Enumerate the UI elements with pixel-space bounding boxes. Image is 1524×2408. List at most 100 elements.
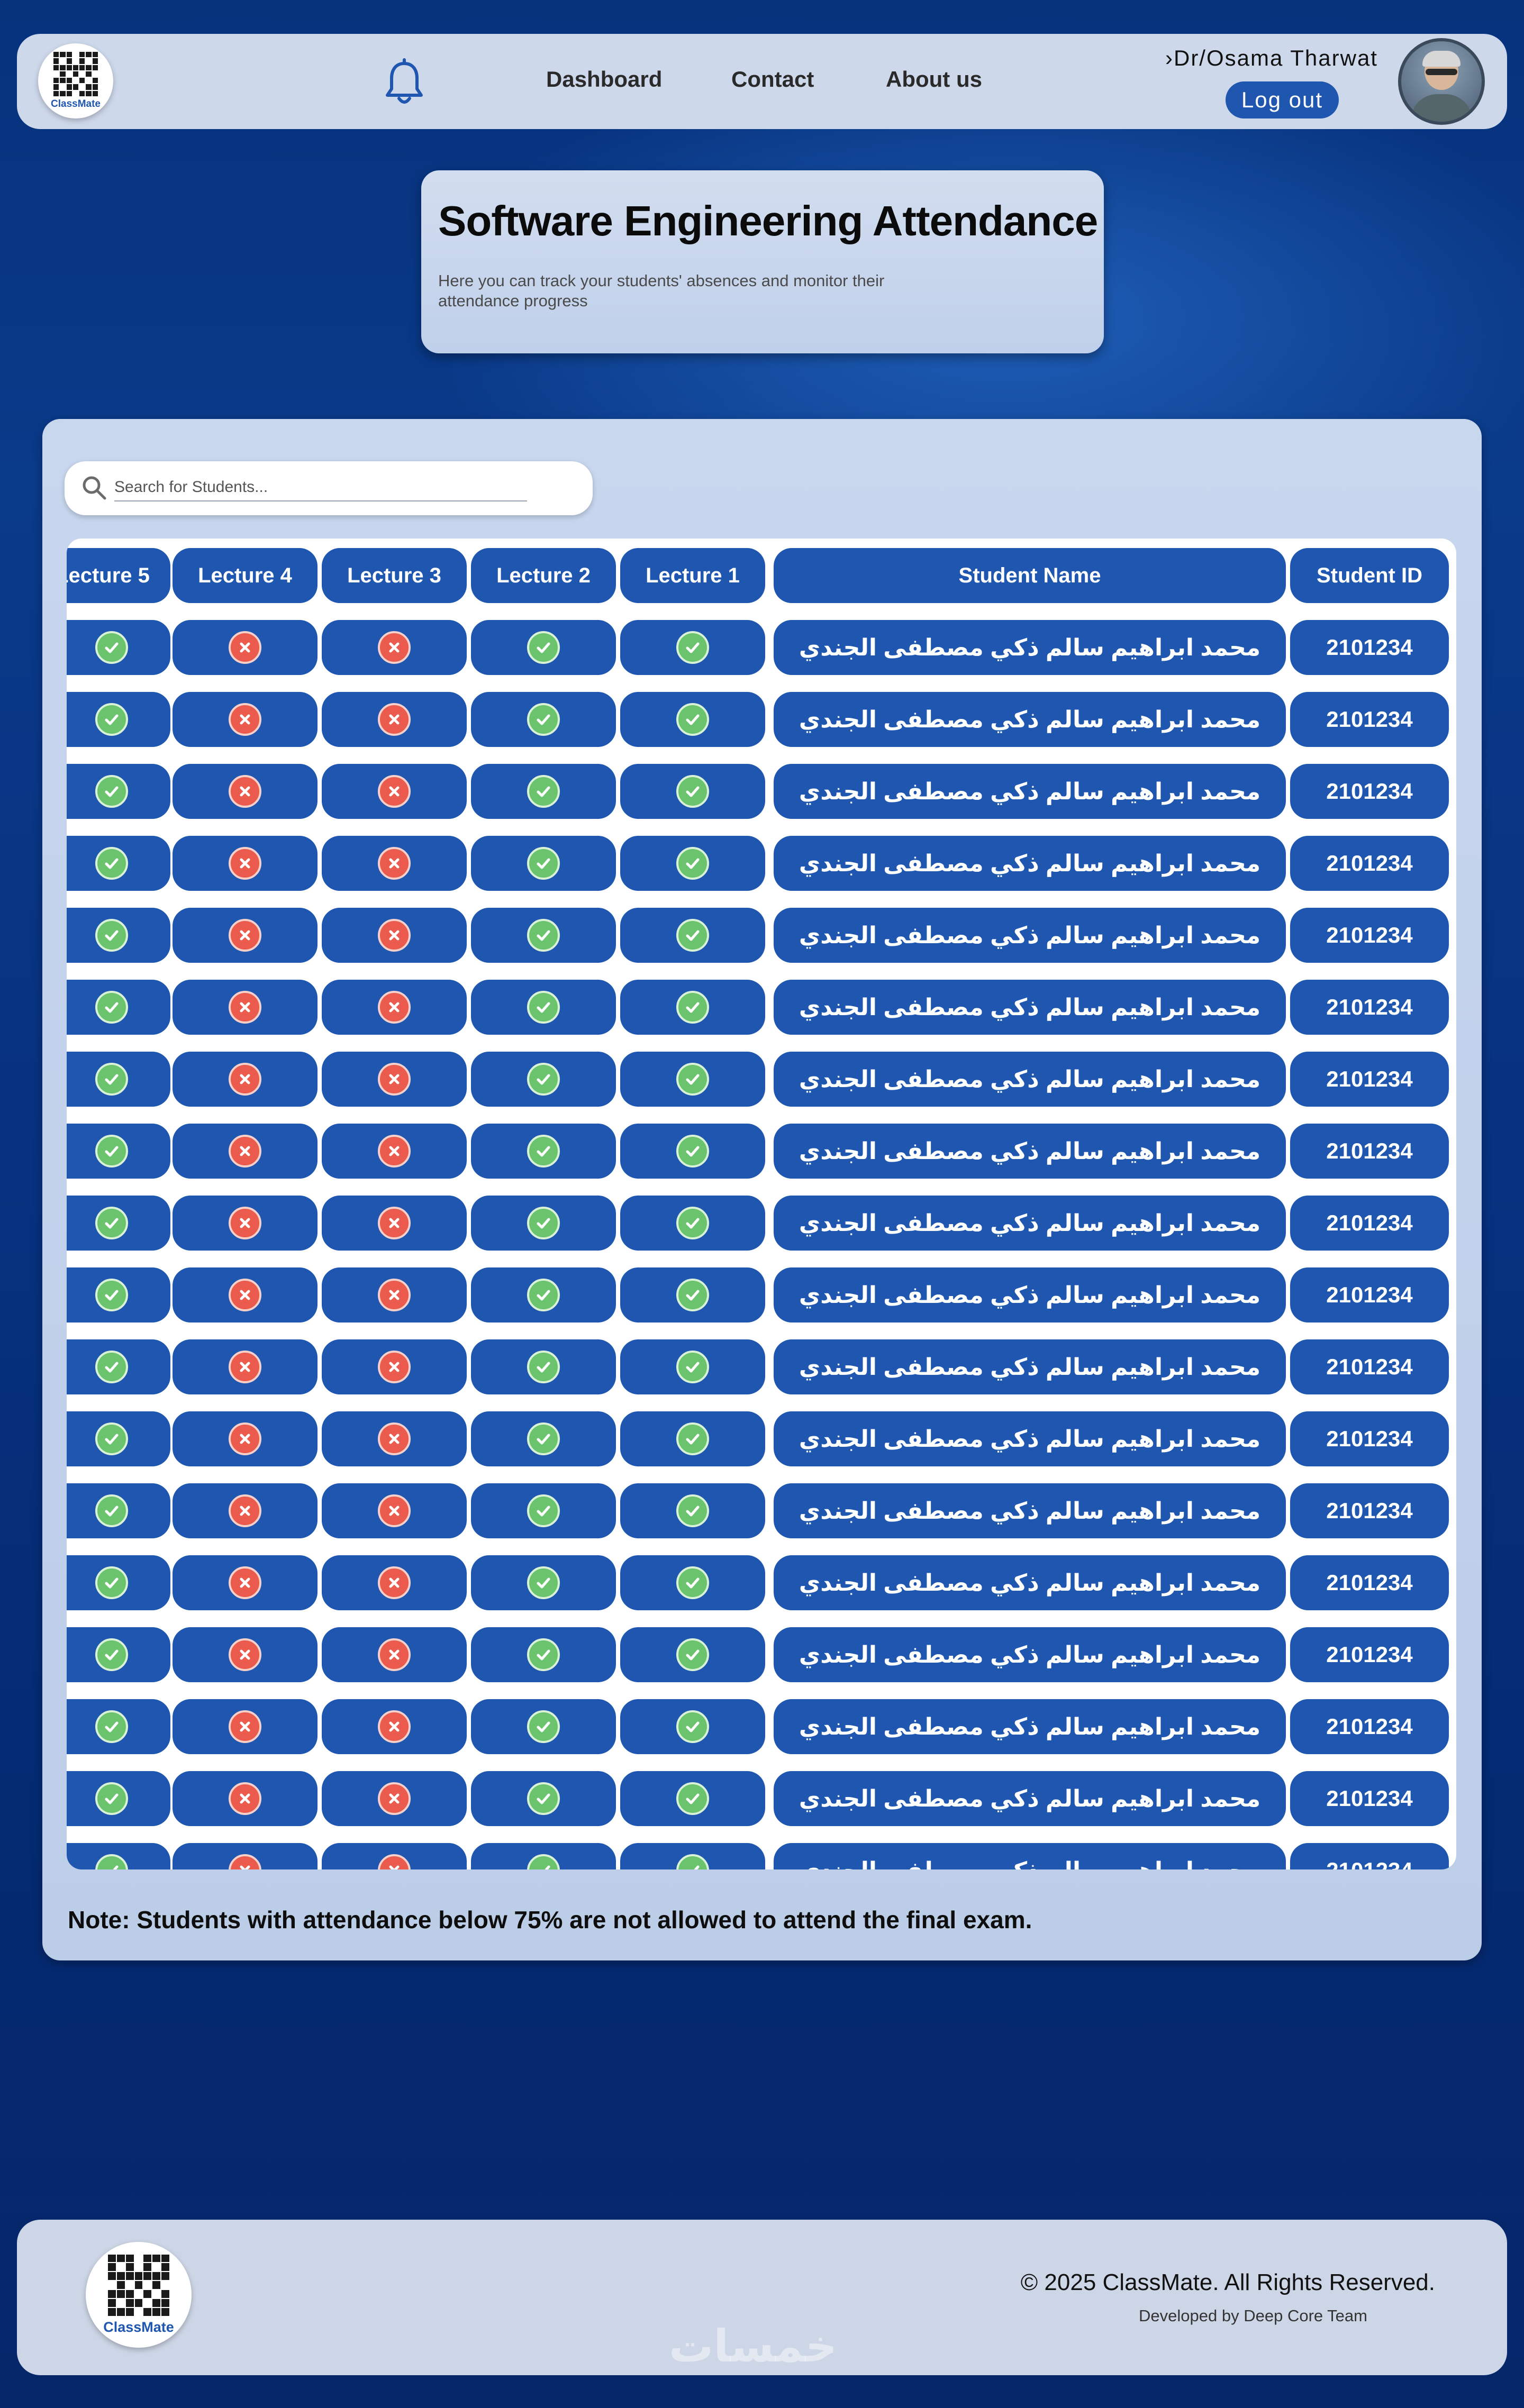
bell-icon[interactable] — [382, 58, 427, 107]
qr-module — [86, 58, 91, 63]
check-circle-icon — [527, 1135, 560, 1167]
search-box[interactable] — [65, 461, 593, 515]
attendance-cell-lecture-1 — [620, 1411, 765, 1466]
qr-module — [161, 2290, 169, 2298]
qr-module — [79, 71, 85, 77]
student-id-cell: 2101234 — [1290, 1483, 1449, 1538]
qr-module — [79, 90, 85, 96]
attendance-cell-lecture-1 — [620, 908, 765, 963]
qr-module — [66, 52, 72, 58]
attendance-cell-lecture-1 — [620, 836, 765, 891]
qr-module — [93, 71, 98, 77]
attendance-cell-lecture-5 — [67, 980, 170, 1035]
attendance-cell-lecture-5 — [67, 1699, 170, 1754]
check-circle-icon — [676, 1422, 709, 1455]
qr-module — [108, 2263, 116, 2272]
attendance-cell-lecture-1 — [620, 980, 765, 1035]
column-header-lecture-3[interactable]: Lecture 3 — [322, 548, 467, 603]
attendance-cell-lecture-2 — [471, 1555, 616, 1610]
attendance-cell-lecture-1 — [620, 1483, 765, 1538]
column-header-lecture-1[interactable]: Lecture 1 — [620, 548, 765, 603]
column-header-lecture-2[interactable]: Lecture 2 — [471, 548, 616, 603]
attendance-cell-lecture-1 — [620, 1339, 765, 1394]
qr-module — [161, 2272, 169, 2281]
student-id-cell: 2101234 — [1290, 1771, 1449, 1826]
qr-module — [152, 2254, 161, 2263]
avatar-glasses — [1426, 69, 1457, 75]
qr-module — [161, 2307, 169, 2316]
qr-module — [79, 78, 85, 84]
attendance-cell-lecture-3 — [322, 1627, 467, 1682]
student-id-cell: 2101234 — [1290, 1627, 1449, 1682]
attendance-cell-lecture-2 — [471, 1699, 616, 1754]
student-id-cell: 2101234 — [1290, 764, 1449, 819]
qr-module — [92, 52, 98, 58]
avatar[interactable] — [1398, 38, 1485, 125]
qr-module — [143, 2254, 152, 2263]
check-circle-icon — [95, 1351, 128, 1383]
page-title: Software Engineering Attendance — [438, 197, 1098, 244]
qr-code-icon — [53, 52, 98, 96]
attendance-cell-lecture-4 — [173, 1627, 318, 1682]
x-circle-icon — [229, 1494, 261, 1527]
check-circle-icon — [527, 775, 560, 808]
qr-module — [72, 65, 79, 70]
attendance-cell-lecture-2 — [471, 1267, 616, 1322]
qr-module — [152, 2290, 160, 2298]
check-circle-icon — [676, 1063, 709, 1096]
x-circle-icon — [378, 1279, 411, 1311]
nav-contact[interactable]: Contact — [731, 67, 814, 92]
qr-module — [73, 58, 78, 63]
qr-module — [134, 2298, 143, 2307]
qr-module — [53, 90, 59, 96]
student-name-cell: محمد ابراهيم سالم ذكي مصطفى الجندي — [774, 620, 1286, 675]
classmate-logo[interactable]: ClassMate — [38, 43, 113, 118]
nav-about-us[interactable]: About us — [886, 67, 982, 92]
student-id-cell: 2101234 — [1290, 908, 1449, 963]
column-header-student-id[interactable]: Student ID — [1290, 548, 1449, 603]
attendance-cell-lecture-1 — [620, 620, 765, 675]
qr-module — [161, 2263, 169, 2272]
qr-module — [73, 91, 78, 96]
qr-module — [79, 84, 85, 89]
nav-dashboard[interactable]: Dashboard — [546, 67, 663, 92]
qr-code-icon — [108, 2254, 169, 2316]
x-circle-icon — [229, 1063, 261, 1096]
column-header-lecture-4[interactable]: Lecture 4 — [173, 548, 318, 603]
top-nav-bar: ClassMate Dashboard Contact About us ›Dr… — [17, 34, 1507, 129]
attendance-cell-lecture-3 — [322, 1124, 467, 1179]
student-name-cell: محمد ابراهيم سالم ذكي مصطفى الجندي — [774, 836, 1286, 891]
qr-module — [60, 78, 66, 84]
attendance-cell-lecture-3 — [322, 1267, 467, 1322]
check-circle-icon — [527, 1566, 560, 1599]
student-name-cell: محمد ابراهيم سالم ذكي مصطفى الجندي — [774, 1052, 1286, 1107]
footer-logo[interactable]: ClassMate — [86, 2242, 192, 2348]
attendance-cell-lecture-5 — [67, 1267, 170, 1322]
attendance-cell-lecture-3 — [322, 1699, 467, 1754]
check-circle-icon — [527, 919, 560, 952]
x-circle-icon — [378, 703, 411, 736]
qr-module — [143, 2263, 152, 2272]
attendance-cell-lecture-4 — [173, 1771, 318, 1826]
student-name-cell: محمد ابراهيم سالم ذكي مصطفى الجندي — [774, 692, 1286, 747]
qr-module — [116, 2254, 125, 2263]
check-circle-icon — [676, 991, 709, 1024]
attendance-cell-lecture-2 — [471, 1411, 616, 1466]
search-input[interactable] — [114, 474, 527, 501]
x-circle-icon — [378, 919, 411, 952]
attendance-cell-lecture-5 — [67, 836, 170, 891]
check-circle-icon — [676, 1351, 709, 1383]
footer: ClassMate خمسات © 2025 ClassMate. All Ri… — [17, 2220, 1507, 2375]
check-circle-icon — [527, 1782, 560, 1815]
column-header-lecture-5[interactable]: Lecture 5 — [67, 548, 170, 603]
logout-button[interactable]: Log out — [1226, 81, 1339, 118]
check-circle-icon — [527, 1710, 560, 1743]
attendance-cell-lecture-1 — [620, 1843, 765, 1869]
qr-module — [125, 2298, 134, 2307]
check-circle-icon — [676, 847, 709, 880]
student-name-cell: محمد ابراهيم سالم ذكي مصطفى الجندي — [774, 1124, 1286, 1179]
column-header-student-name[interactable]: Student Name — [774, 548, 1286, 603]
qr-module — [86, 52, 92, 58]
